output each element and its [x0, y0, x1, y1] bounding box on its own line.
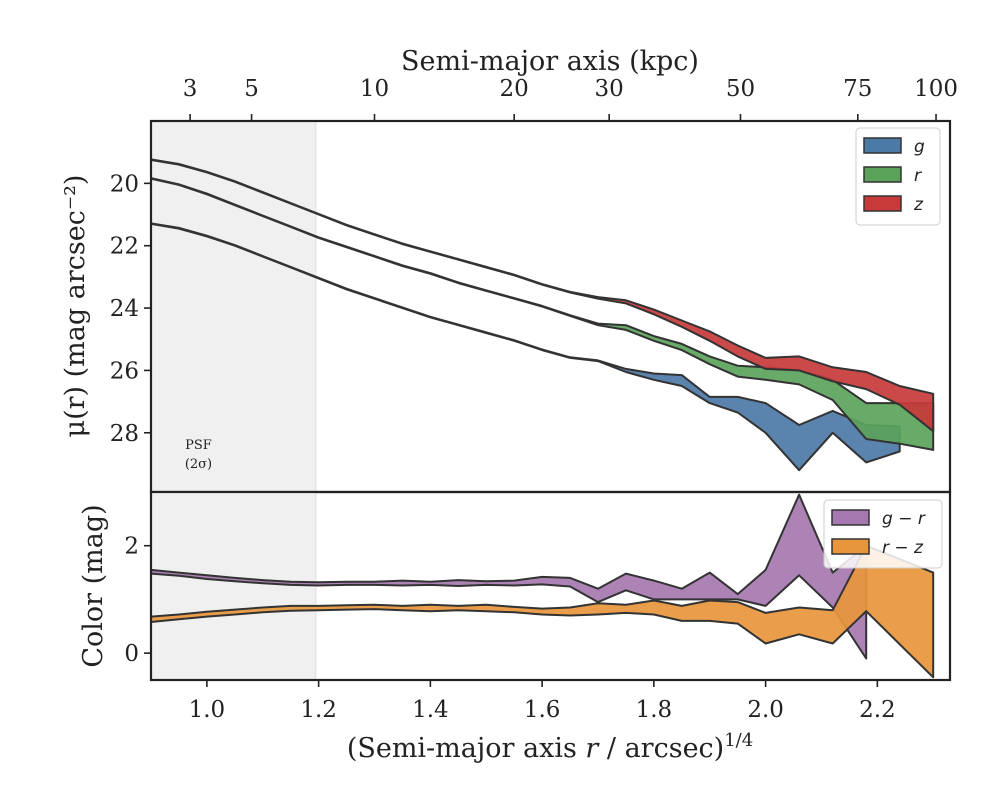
legend-label: g − r: [882, 509, 926, 529]
top-x-tick-label: 5: [244, 76, 259, 102]
x-axis-top-title: Semi-major axis (kpc): [401, 46, 699, 77]
y-axis-color: 02: [124, 534, 151, 667]
top-x-tick-label: 20: [500, 76, 529, 102]
y-axis-color-title: Color (mag): [78, 504, 109, 667]
x-axis-bottom: 1.0 1.2 1.4 1.6 1.8 2.0 2.2: [189, 680, 896, 723]
y-tick-label: 24: [110, 296, 139, 322]
psf-shaded-region-color: [150, 491, 317, 681]
surface-brightness-panel: PSF (2σ) 20 22 24 26 28 3 5 10 20 30 50 75 100 Semi-…: [60, 46, 958, 494]
x-tick-label: 1.0: [189, 697, 226, 723]
psf-label-line: (2σ): [185, 457, 212, 472]
legend-color: g − r r − z: [823, 499, 943, 569]
band-r-minus-z: [151, 544, 935, 679]
legend-swatch: [831, 509, 870, 526]
x-axis-bottom-title: (Semi-major axis r / arcsec)1/4: [347, 730, 753, 764]
bottom-panel-frame: [149, 490, 952, 682]
x-tick-label: 2.2: [859, 697, 896, 723]
legend-swatch: [863, 137, 902, 154]
top-x-tick-label: 3: [183, 76, 198, 102]
psf-shade-top: [150, 120, 317, 493]
x-tick-label: 1.6: [524, 697, 561, 723]
legend-swatch: [863, 166, 902, 183]
x-axis-top-kpc: 3 5 10 20 30 50 75 100: [183, 76, 958, 121]
psf-label: PSF (2σ): [185, 438, 212, 472]
psf-label-line: PSF: [185, 438, 212, 453]
x-tick-label: 1.8: [636, 697, 673, 723]
y-axis-surface-brightness: 20 22 24 26 28: [110, 171, 151, 447]
legend-label: g: [914, 137, 925, 157]
color-panel: 02 1.0 1.2 1.4 1.6 1.8 2.0 2.2 Color (mag) (Se…: [78, 490, 952, 764]
legend-label: r: [914, 166, 922, 186]
psf-shade-bottom: [150, 491, 317, 681]
legend-swatch: [831, 538, 870, 555]
top-x-tick-label: 10: [360, 76, 389, 102]
x-tick-label: 2.0: [747, 697, 784, 723]
x-tick-label: 1.4: [412, 697, 449, 723]
legend-label: z: [913, 195, 924, 215]
x-tick-label: 1.2: [300, 697, 337, 723]
y-tick-label: 28: [110, 421, 139, 447]
y-tick-label-color: 0: [124, 641, 139, 667]
legend-label: r − z: [882, 538, 924, 558]
y-tick-label: 22: [110, 234, 139, 260]
y-axis-surface-brightness-title: μ(r) (mag arcsec⁻²): [60, 175, 91, 438]
y-tick-label: 20: [110, 171, 139, 197]
legend-surface-brightness: grz: [855, 127, 941, 226]
top-x-tick-label: 100: [914, 76, 958, 102]
top-x-tick-label: 50: [726, 76, 755, 102]
band-z: [151, 158, 935, 433]
top-x-tick-label: 75: [843, 76, 872, 102]
legend-swatch: [863, 195, 902, 212]
y-tick-label-color: 2: [124, 534, 139, 560]
psf-shaded-region: [150, 120, 317, 493]
top-x-tick-label: 30: [595, 76, 624, 102]
surface-brightness-bands: [151, 158, 935, 472]
y-tick-label: 26: [110, 358, 139, 384]
